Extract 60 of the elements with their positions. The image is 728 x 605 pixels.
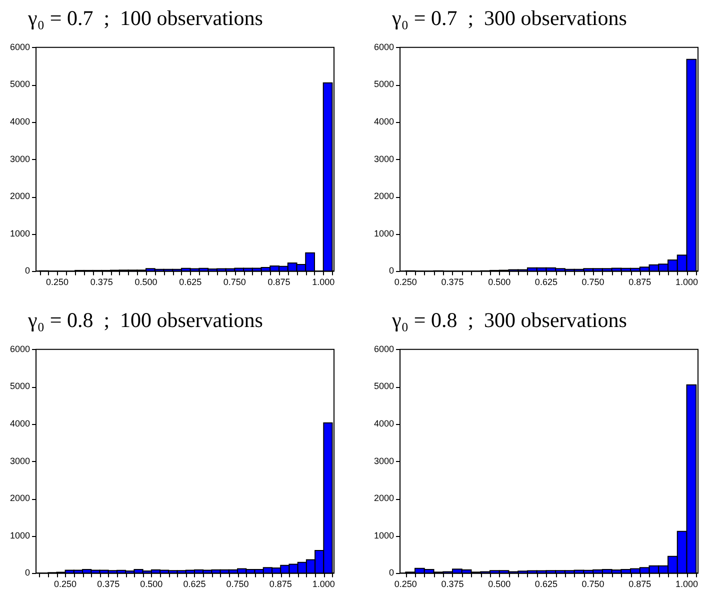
x-tick-label: 0.250 <box>394 277 417 288</box>
x-tick-label: 0.500 <box>140 579 163 590</box>
x-tick-label: 0.625 <box>534 579 558 590</box>
y-tick-label: 4000 <box>374 116 394 126</box>
x-tick-label: 0.750 <box>582 277 604 288</box>
x-tick-label: 1.000 <box>675 579 698 590</box>
chart-title: γ₀ = 0.7 ; 300 observations <box>391 5 628 32</box>
x-tick-label: 0.500 <box>134 277 158 288</box>
y-tick-label: 1000 <box>10 530 30 540</box>
x-tick-label: 0.750 <box>226 579 249 590</box>
y-tick-label: 2000 <box>10 191 30 202</box>
y-tick-label: 0 <box>389 568 394 578</box>
x-tick-label: 1.000 <box>675 277 698 288</box>
x-tick-label: 0.375 <box>441 579 464 590</box>
x-tick-label: 1.000 <box>312 579 335 590</box>
y-tick-label: 6000 <box>10 42 30 52</box>
y-tick-label: 3000 <box>10 456 30 466</box>
y-tick-label: 6000 <box>374 344 394 354</box>
x-tick-label: 1.000 <box>312 277 335 288</box>
y-tick-label: 3000 <box>10 154 30 164</box>
y-tick-label: 4000 <box>10 418 30 428</box>
x-tick-label: 0.250 <box>394 579 417 590</box>
x-tick-label: 0.875 <box>268 277 290 288</box>
y-tick-label: 4000 <box>374 418 394 428</box>
x-tick-label: 0.875 <box>628 579 652 590</box>
x-tick-label: 0.875 <box>269 579 292 590</box>
y-tick-label: 4000 <box>10 116 30 126</box>
x-tick-label: 0.500 <box>488 277 511 288</box>
y-tick-label: 1000 <box>374 530 394 540</box>
y-tick-label: 6000 <box>10 344 30 354</box>
chart-title: γ₀ = 0.8 ; 100 observations <box>27 307 264 334</box>
y-tick-label: 5000 <box>10 79 30 90</box>
y-tick-label: 3000 <box>374 154 394 164</box>
y-tick-label: 1000 <box>10 228 30 238</box>
x-tick-label: 0.500 <box>488 579 511 590</box>
y-tick-label: 0 <box>25 266 30 276</box>
x-tick-label: 0.875 <box>628 277 652 288</box>
y-tick-label: 0 <box>389 266 394 276</box>
chart-title: γ₀ = 0.7 ; 100 observations <box>27 5 264 32</box>
y-tick-label: 2000 <box>10 493 30 504</box>
x-tick-label: 0.625 <box>179 277 202 288</box>
y-tick-label: 0 <box>25 568 30 578</box>
y-tick-label: 3000 <box>374 456 394 466</box>
x-tick-label: 0.250 <box>54 579 77 590</box>
y-tick-label: 2000 <box>374 191 394 202</box>
y-tick-label: 5000 <box>10 381 30 392</box>
x-tick-label: 0.375 <box>90 277 113 288</box>
y-tick-label: 5000 <box>374 79 394 90</box>
y-tick-label: 2000 <box>374 493 394 504</box>
x-tick-label: 0.250 <box>46 277 69 288</box>
x-tick-label: 0.750 <box>582 579 604 590</box>
y-tick-label: 6000 <box>374 42 394 52</box>
x-tick-label: 0.625 <box>534 277 558 288</box>
x-tick-label: 0.750 <box>223 277 246 288</box>
x-tick-label: 0.375 <box>441 277 464 288</box>
y-tick-label: 1000 <box>374 228 394 238</box>
y-tick-label: 5000 <box>374 381 394 392</box>
x-tick-label: 0.375 <box>97 579 120 590</box>
x-tick-label: 0.625 <box>183 579 206 590</box>
chart-title: γ₀ = 0.8 ; 300 observations <box>391 307 628 334</box>
